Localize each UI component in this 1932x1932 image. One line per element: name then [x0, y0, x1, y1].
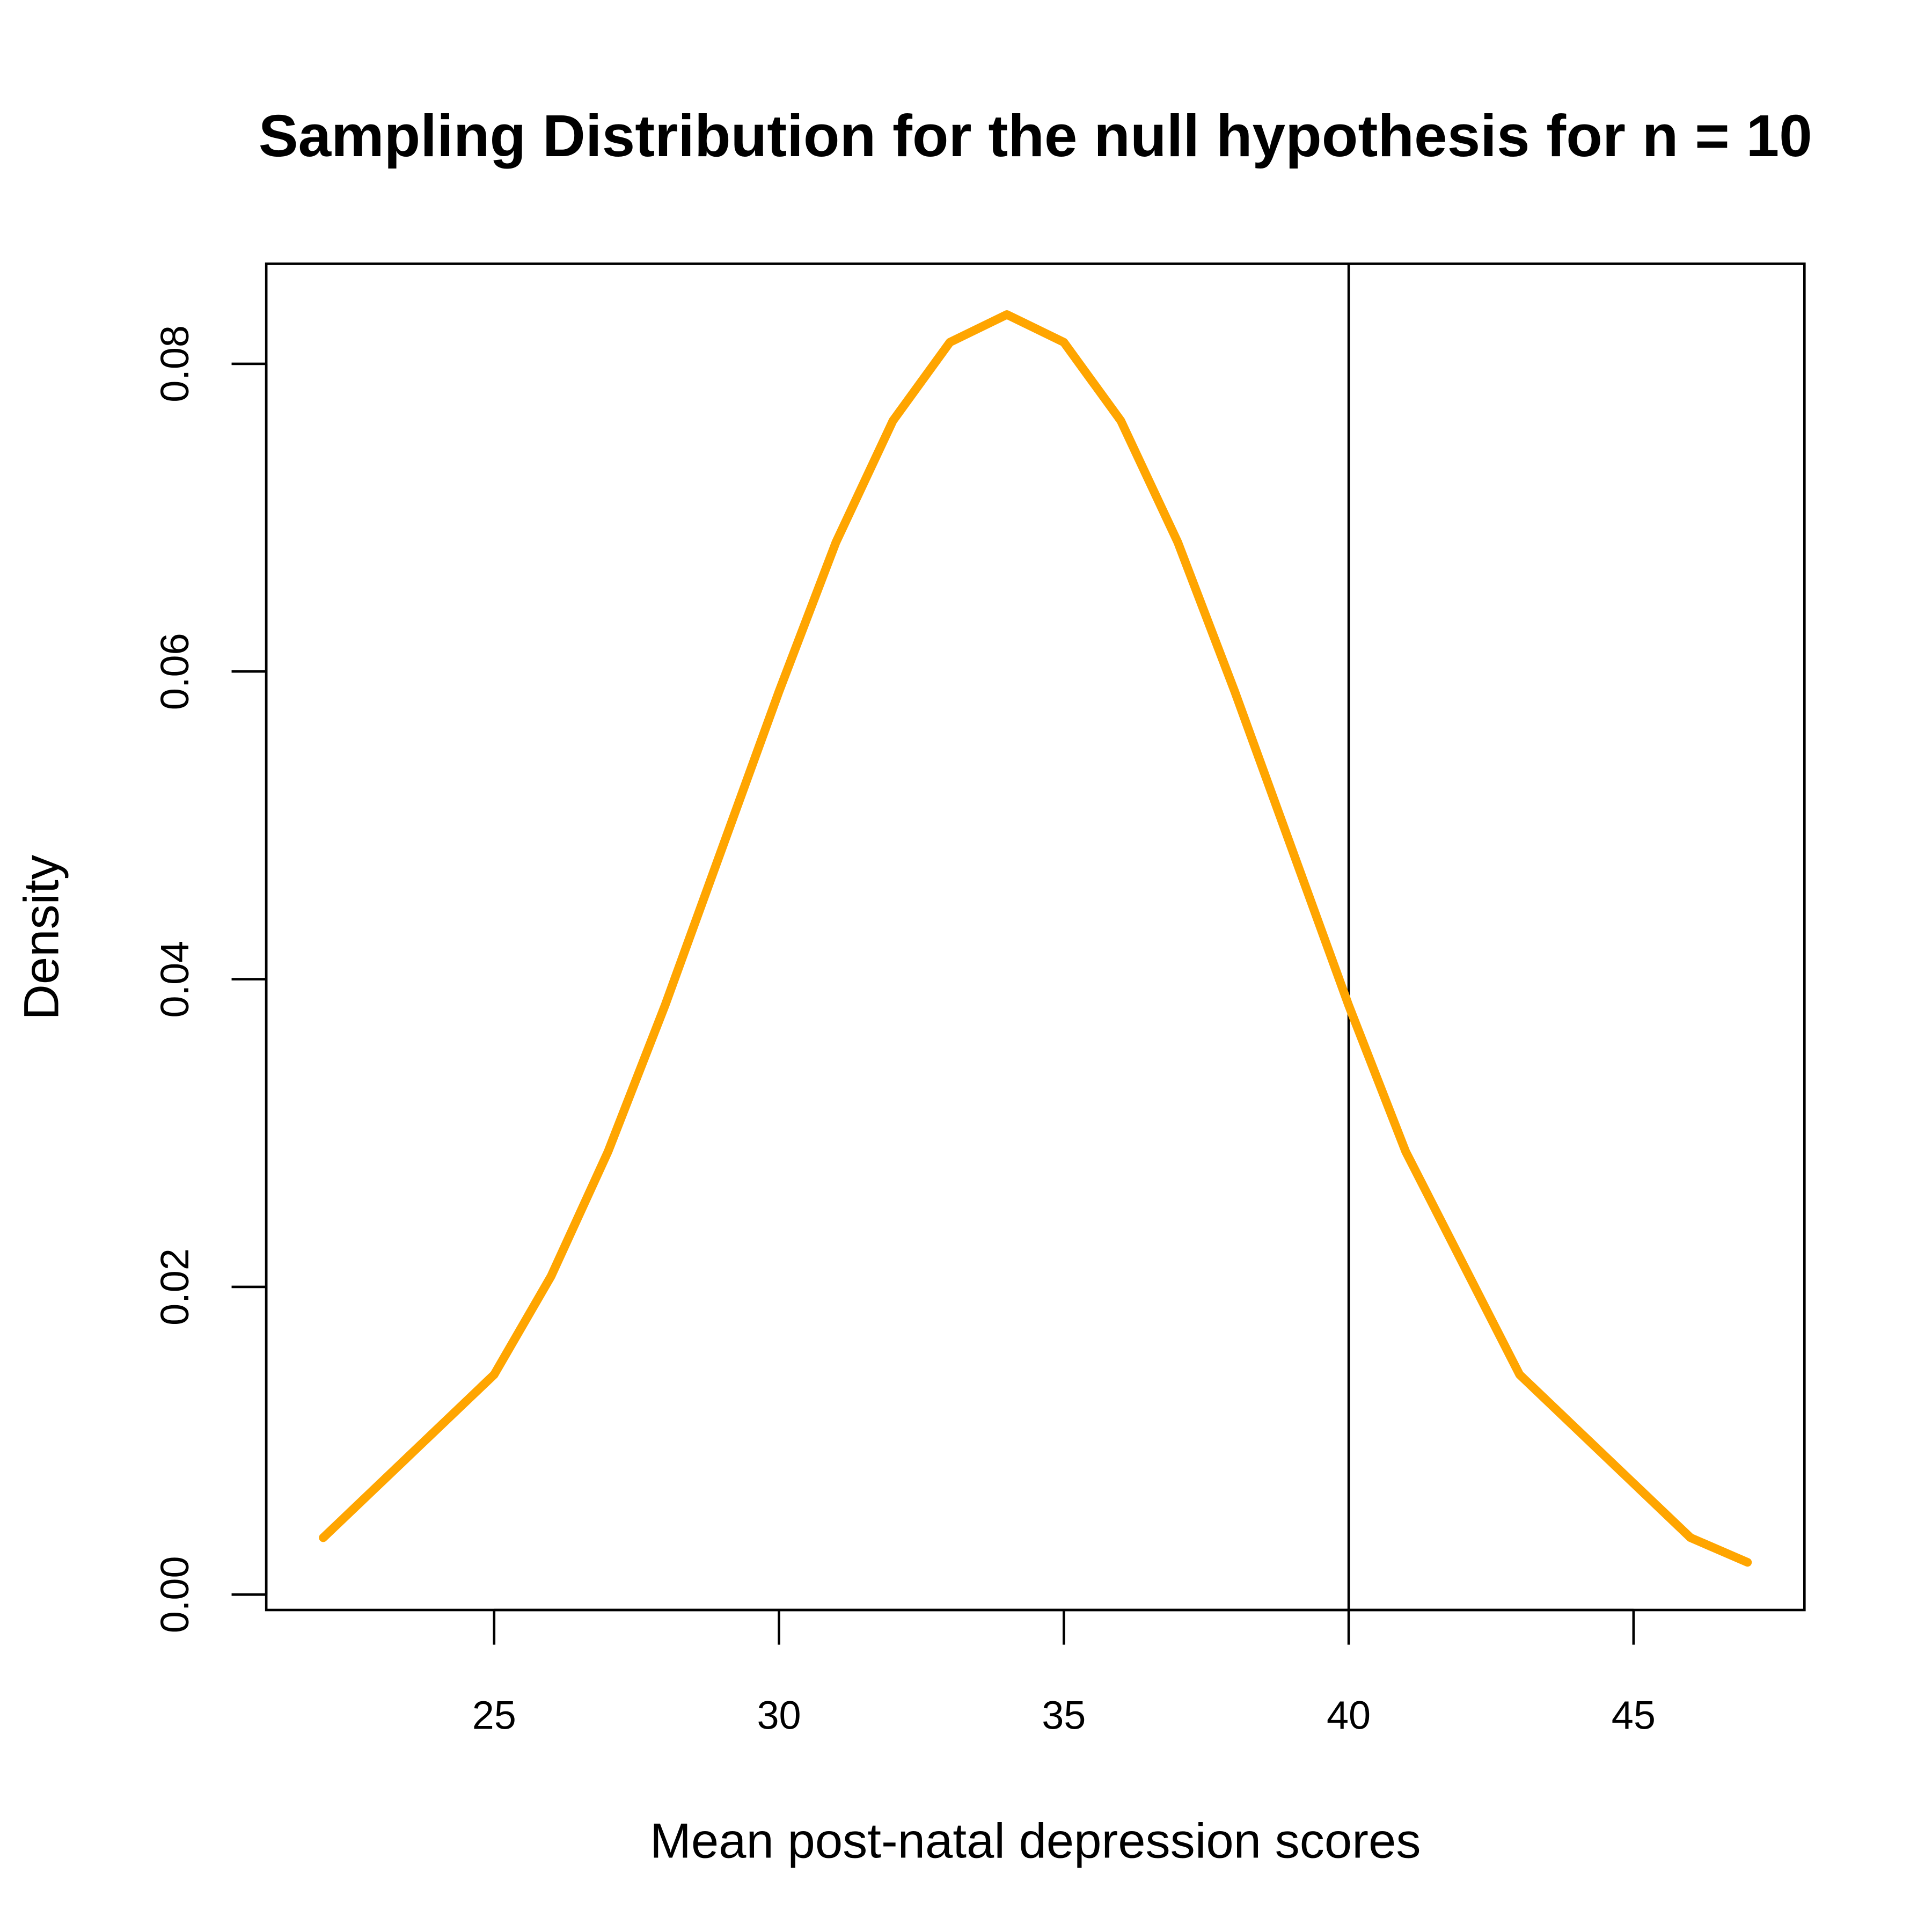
plot-frame	[265, 262, 1806, 1612]
x-tick-label: 25	[472, 1693, 516, 1738]
y-axis-label: Density	[13, 855, 69, 1020]
x-axis: 25 30 35 40 45	[472, 1608, 1656, 1738]
y-tick-label: 0.06	[152, 633, 197, 710]
x-axis-label: Mean post-natal depression scores	[650, 1813, 1421, 1869]
x-tick-label: 40	[1327, 1693, 1371, 1738]
x-tick-label: 35	[1042, 1693, 1086, 1738]
x-tick-label: 30	[757, 1693, 801, 1738]
density-curve	[319, 310, 1752, 1567]
y-axis: 0.00 0.02 0.04 0.06 0.08	[152, 325, 268, 1633]
y-tick-label: 0.08	[152, 325, 197, 402]
y-tick-label: 0.04	[152, 941, 197, 1018]
y-tick-label: 0.02	[152, 1248, 197, 1326]
plot-area	[319, 264, 1752, 1610]
x-tick-label: 45	[1612, 1693, 1656, 1738]
y-tick-label: 0.00	[152, 1556, 197, 1633]
chart-title: Sampling Distribution for the null hypot…	[259, 103, 1812, 169]
